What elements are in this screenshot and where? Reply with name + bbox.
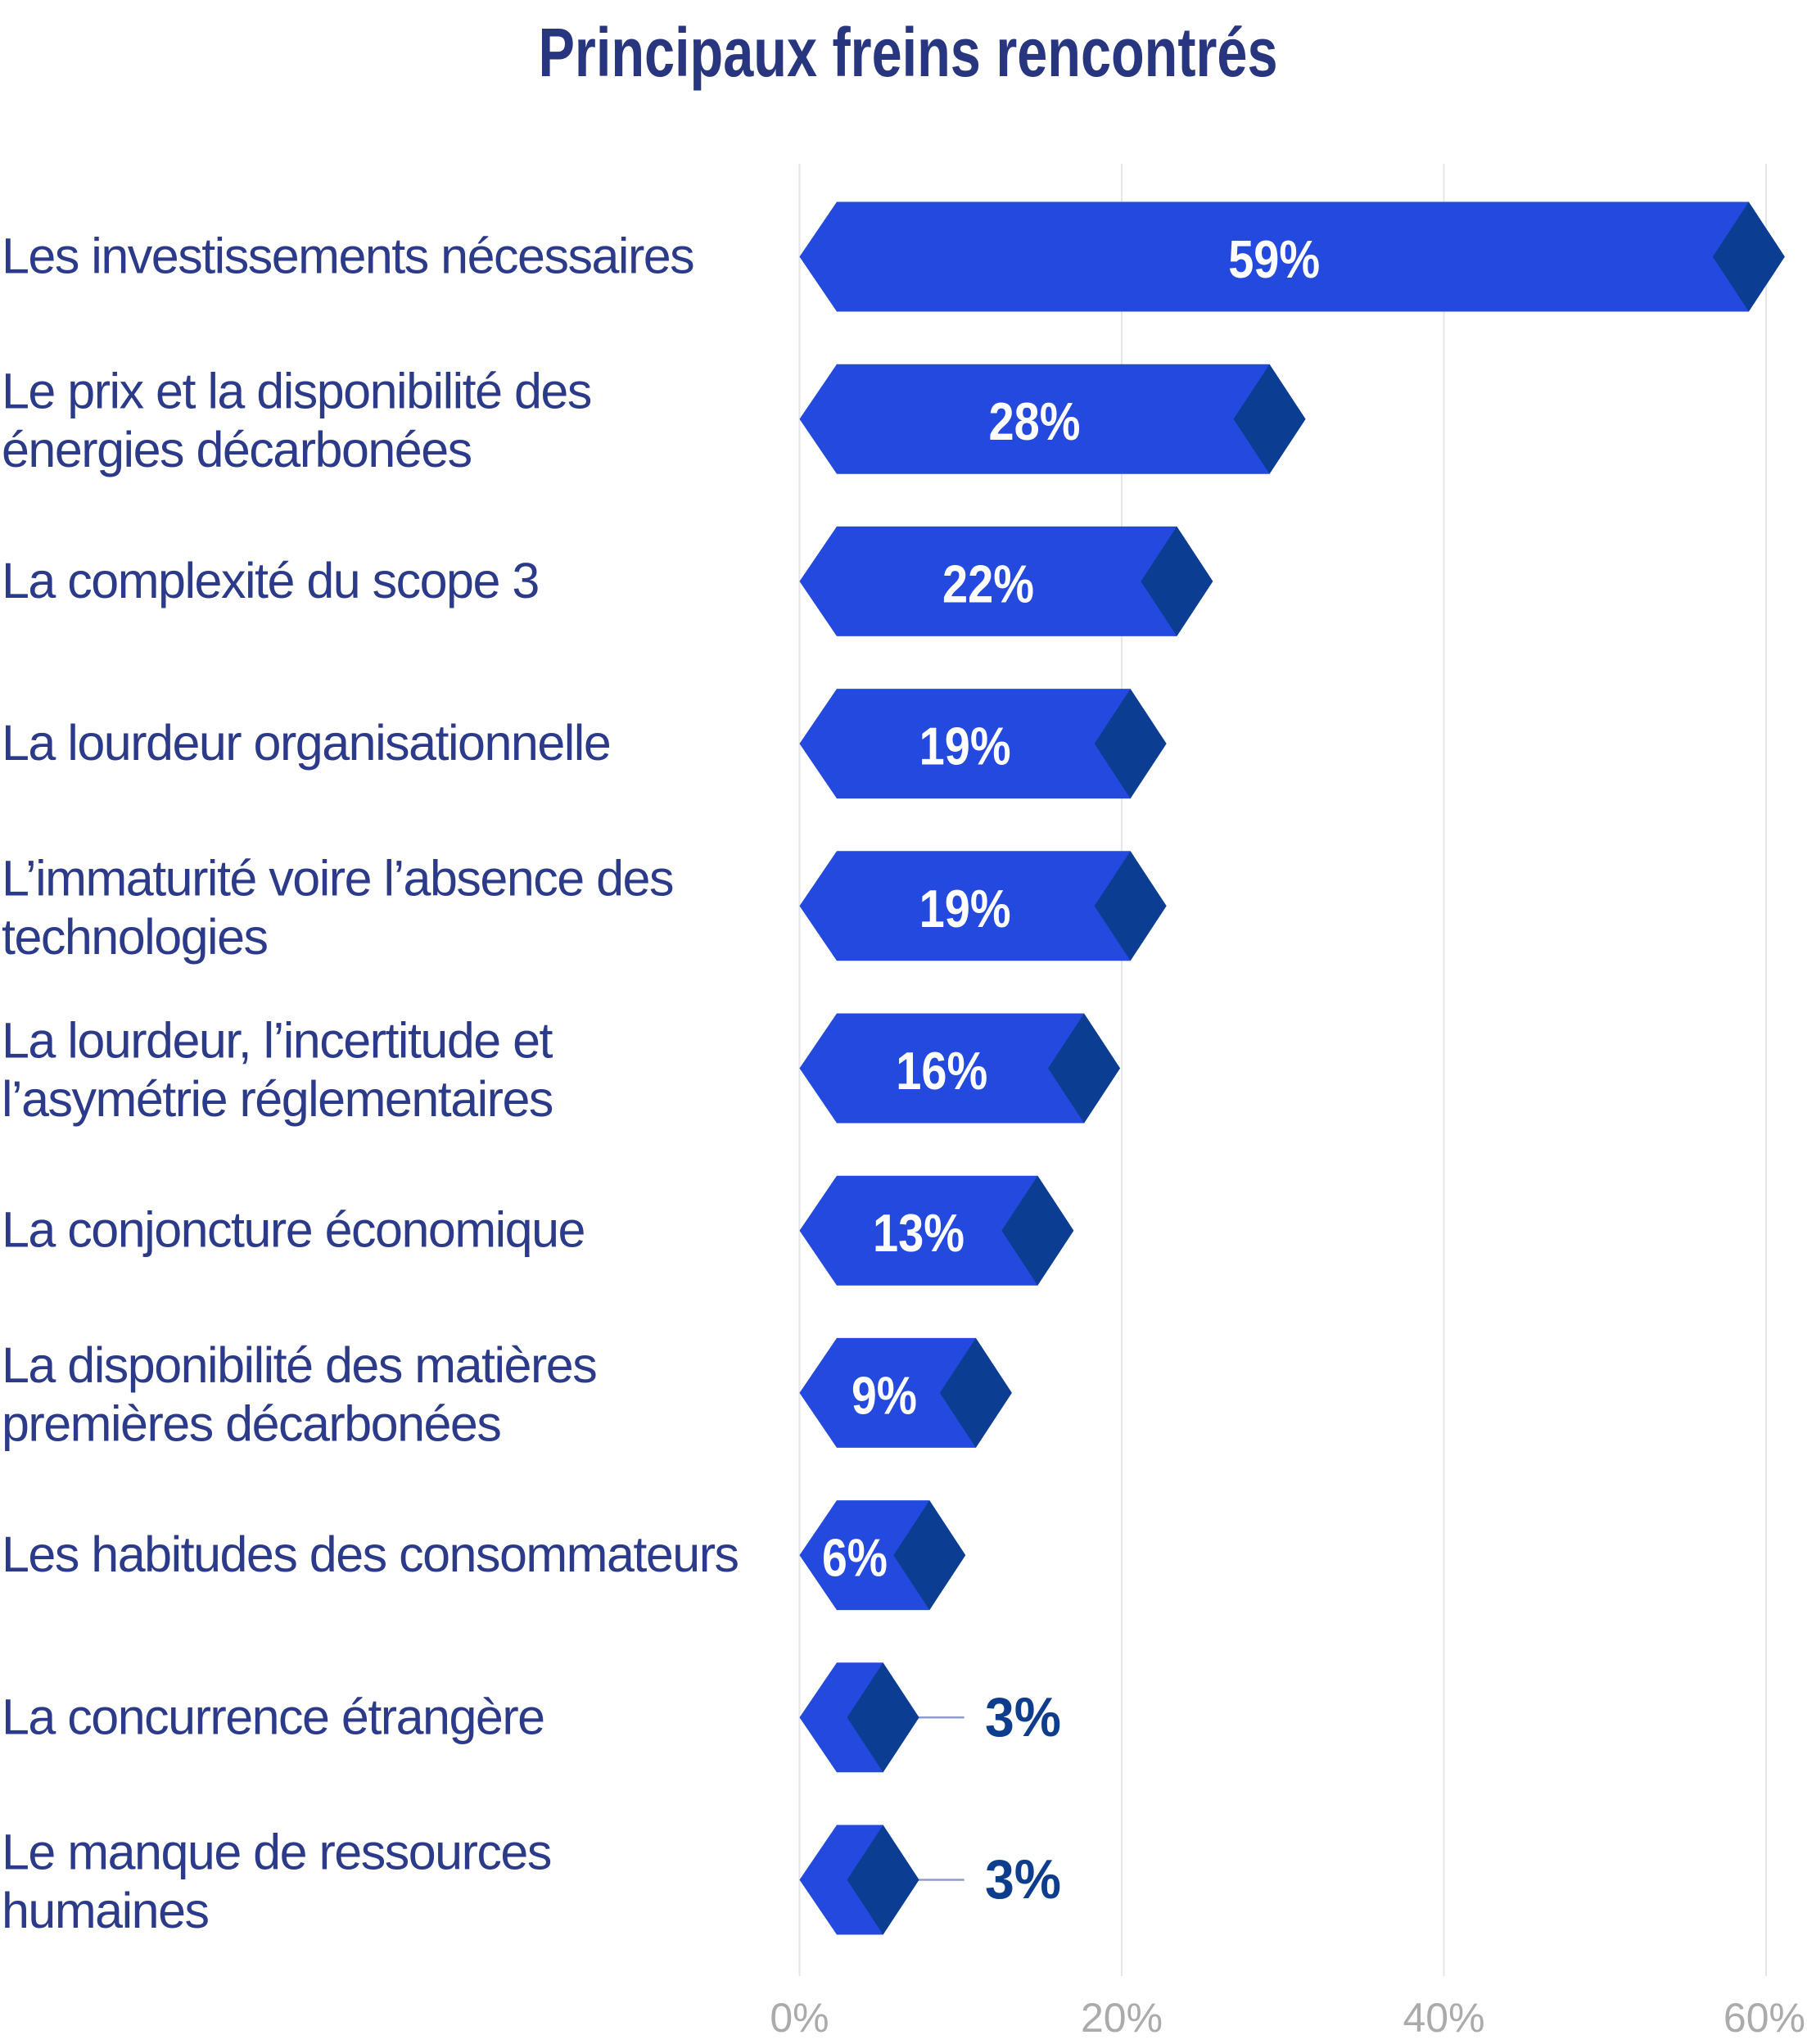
svg-text:20%: 20%	[1081, 1995, 1163, 2041]
svg-text:60%: 60%	[1723, 1995, 1805, 2041]
svg-text:La disponibilité des matières: La disponibilité des matières	[2, 1337, 596, 1393]
svg-text:16%: 16%	[896, 1041, 987, 1101]
svg-text:premières décarbonées: premières décarbonées	[2, 1395, 500, 1451]
svg-text:13%: 13%	[873, 1203, 964, 1263]
svg-text:humaines: humaines	[2, 1883, 209, 1938]
svg-text:La conjoncture économique: La conjoncture économique	[2, 1202, 585, 1258]
svg-text:L’immaturité voire l’absence d: L’immaturité voire l’absence des	[2, 850, 673, 906]
svg-text:l’asymétrie réglementaires: l’asymétrie réglementaires	[2, 1071, 553, 1127]
svg-text:9%: 9%	[852, 1365, 917, 1425]
svg-text:Les habitudes des consommateur: Les habitudes des consommateurs	[2, 1526, 739, 1582]
svg-text:0%: 0%	[770, 1995, 829, 2041]
svg-text:28%: 28%	[989, 391, 1081, 451]
svg-text:La concurrence étrangère: La concurrence étrangère	[2, 1689, 544, 1744]
svg-text:Les investissements nécessaire: Les investissements nécessaires	[2, 228, 693, 284]
svg-text:19%: 19%	[919, 717, 1011, 776]
svg-text:La lourdeur organisationnelle: La lourdeur organisationnelle	[2, 715, 610, 771]
svg-text:6%: 6%	[822, 1528, 888, 1588]
svg-text:3%: 3%	[985, 1686, 1061, 1748]
svg-text:La lourdeur, l’incertitude et: La lourdeur, l’incertitude et	[2, 1013, 553, 1069]
svg-text:Principaux freins rencontrés: Principaux freins rencontrés	[539, 14, 1278, 91]
svg-text:technologies: technologies	[2, 909, 268, 965]
svg-text:énergies décarbonées: énergies décarbonées	[2, 422, 472, 477]
svg-text:3%: 3%	[985, 1848, 1061, 1911]
svg-text:La complexité du scope 3: La complexité du scope 3	[2, 553, 539, 608]
svg-text:40%: 40%	[1403, 1995, 1484, 2041]
svg-text:Le prix et la disponibilité de: Le prix et la disponibilité des	[2, 364, 591, 419]
svg-text:Le manque de ressources: Le manque de ressources	[2, 1825, 551, 1880]
svg-text:22%: 22%	[942, 554, 1034, 613]
svg-text:19%: 19%	[919, 879, 1011, 938]
svg-text:59%: 59%	[1228, 229, 1320, 289]
